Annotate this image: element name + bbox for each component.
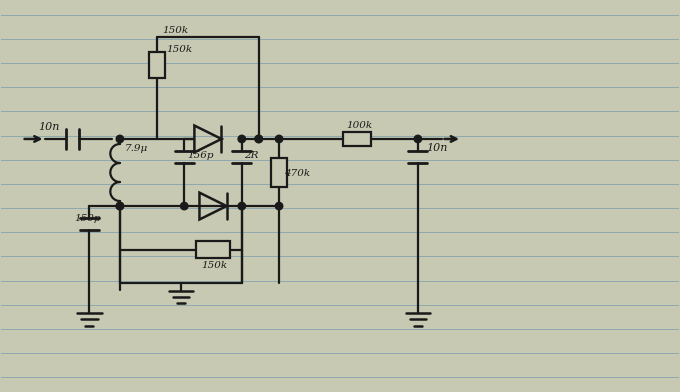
Text: 10n: 10n — [426, 143, 447, 153]
Text: 156p: 156p — [187, 151, 214, 160]
Text: 2R: 2R — [245, 151, 259, 160]
Circle shape — [255, 135, 262, 143]
Bar — [343, 132, 371, 146]
Bar — [196, 241, 230, 258]
Circle shape — [180, 202, 188, 210]
Circle shape — [238, 135, 245, 143]
Circle shape — [116, 202, 124, 210]
Text: 10n: 10n — [39, 122, 60, 132]
Text: 7.9μ: 7.9μ — [124, 144, 148, 153]
Circle shape — [275, 202, 283, 210]
Text: 100k: 100k — [347, 121, 373, 130]
Text: 150k: 150k — [166, 45, 192, 54]
Text: 150p: 150p — [75, 214, 101, 223]
Circle shape — [275, 135, 283, 143]
Bar — [271, 158, 287, 187]
Bar — [149, 53, 165, 78]
Text: 150k: 150k — [163, 26, 188, 35]
Text: 150k: 150k — [201, 261, 227, 270]
Circle shape — [255, 135, 262, 143]
Circle shape — [238, 202, 245, 210]
Circle shape — [116, 135, 124, 143]
Circle shape — [116, 202, 124, 210]
Circle shape — [414, 135, 422, 143]
Text: 470k: 470k — [284, 169, 311, 178]
